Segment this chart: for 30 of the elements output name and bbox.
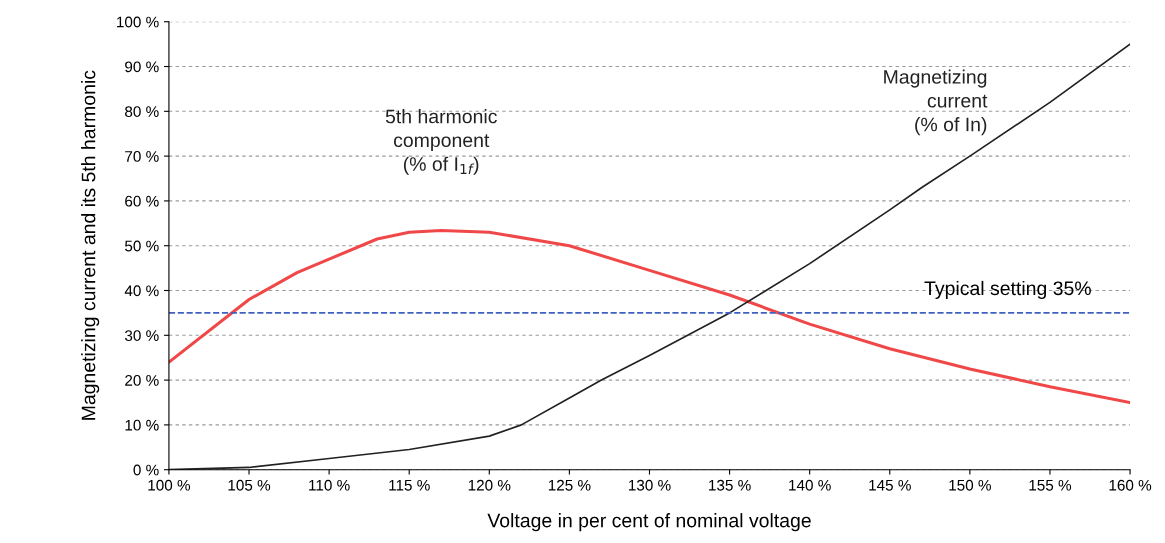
x-tick-label: 120 % [468, 479, 511, 491]
y-tick-label: 100 % [117, 16, 159, 28]
line-series [168, 228, 1131, 405]
y-tick-label: 40 % [124, 285, 159, 297]
y-tick-label: 0 % [133, 464, 159, 476]
x-tick-label: 115 % [389, 479, 430, 491]
x-tick-label: 125 % [548, 479, 591, 491]
x-tick-label: 110 % [309, 479, 350, 491]
y-tick-label: 90 % [125, 61, 159, 73]
x-tick-label: 100 % [148, 479, 191, 491]
series-label: Magnetizing current (% of In) [884, 69, 988, 136]
ref-line-label: Typical setting 35% [924, 280, 1091, 300]
y-tick-label: 50 % [124, 240, 159, 252]
y-tick-label: 60 % [125, 195, 159, 207]
x-tick-label: 140 % [789, 479, 831, 491]
x-tick-label: 105 % [228, 479, 271, 491]
x-axis-title: Voltage in per cent of nominal voltage [487, 513, 811, 532]
x-tick-label: 135 % [709, 479, 751, 491]
x-tick-label: 150 % [949, 479, 991, 491]
y-tick-label: 30 % [124, 330, 159, 341]
y-tick-label: 80 % [125, 106, 159, 117]
x-tick-label: 155 % [1029, 479, 1072, 491]
x-tick-label: 160 % [1109, 479, 1152, 491]
y-tick-label: 70 % [125, 150, 159, 162]
y-tick-label: 10 % [125, 419, 159, 431]
y-axis-title: Magnetizing current and its 5th harmonic [81, 70, 100, 420]
x-tick-label: 130 % [628, 479, 671, 491]
y-tick-label: 20 % [125, 374, 159, 386]
x-tick-label: 145 % [869, 479, 911, 491]
text: 5th harmonic component (% of I$_{1f}$) [385, 109, 497, 175]
